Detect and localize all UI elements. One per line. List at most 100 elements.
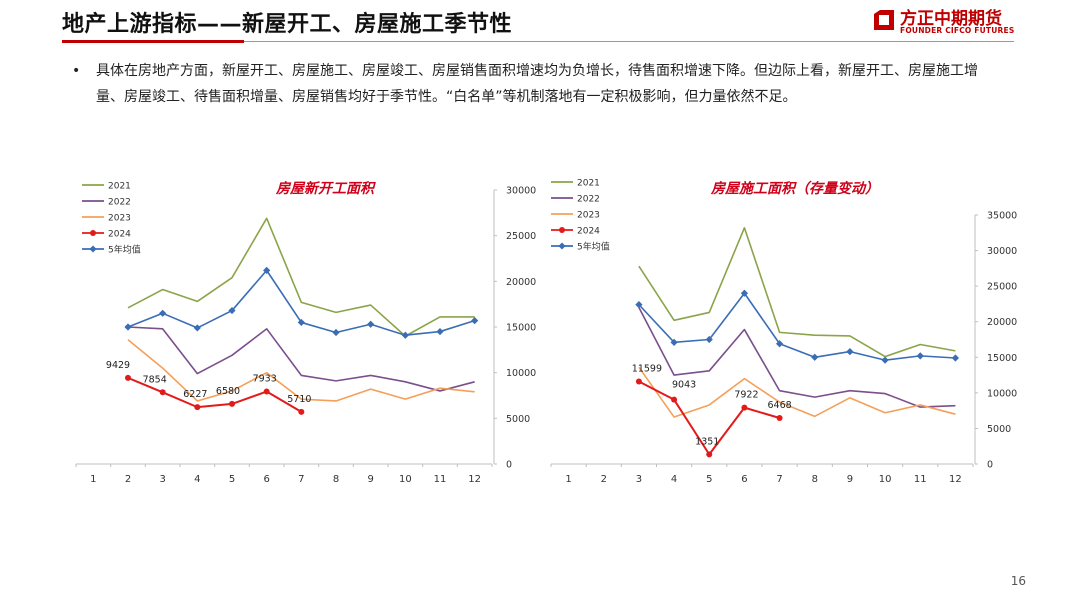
legend-label: 2021 <box>577 179 600 189</box>
x-tick-label: 9 <box>847 474 853 485</box>
logo-mark-icon <box>874 10 894 30</box>
data-label: 6227 <box>183 389 207 400</box>
series-point-avg <box>881 356 889 364</box>
y-tick-label: 25000 <box>506 231 536 242</box>
series-line-5年均值 <box>638 292 956 361</box>
series-point-avg <box>124 323 132 331</box>
data-label: 7922 <box>734 390 758 401</box>
series-point-2024 <box>229 400 235 407</box>
series-line-2024 <box>127 376 302 413</box>
data-label: 9043 <box>672 380 696 391</box>
y-tick-label: 10000 <box>506 368 536 379</box>
series-point-avg <box>228 306 236 315</box>
x-tick-label: 12 <box>949 474 962 485</box>
series-line-2021 <box>638 227 956 358</box>
y-tick-label: 20000 <box>506 277 536 288</box>
legend-label: 2023 <box>577 211 600 221</box>
y-tick-label: 35000 <box>987 211 1017 222</box>
x-tick-label: 1 <box>565 474 571 485</box>
company-logo: 方正中期期货 FOUNDER CIFCO FUTURES <box>872 4 1022 40</box>
y-tick-label: 15000 <box>506 323 536 334</box>
legend-marker-2024 <box>559 227 565 233</box>
legend-marker-2024 <box>90 230 96 236</box>
series-point-avg <box>705 335 713 344</box>
data-label: 9429 <box>106 360 130 371</box>
data-label: 5710 <box>287 394 311 405</box>
y-tick-label: 15000 <box>987 353 1017 364</box>
series-point-avg <box>811 353 819 361</box>
data-label: 11599 <box>632 363 662 374</box>
series-point-avg <box>159 309 167 317</box>
x-tick-label: 11 <box>914 474 927 485</box>
series-point-avg <box>471 317 479 325</box>
body-paragraph: 具体在房地产方面，新屋开工、房屋施工、房屋竣工、房屋销售面积增速均为负增长，待售… <box>96 63 978 105</box>
legend-label: 2024 <box>577 227 600 237</box>
slide-title: 地产上游指标——新屋开工、房屋施工季节性 <box>62 12 513 37</box>
y-tick-label: 30000 <box>987 246 1017 257</box>
series-point-2024 <box>776 414 783 421</box>
series-point-avg <box>916 352 924 360</box>
bullet-marker: • <box>72 63 81 79</box>
data-label: 7854 <box>143 374 167 385</box>
series-point-2024 <box>263 388 270 395</box>
chart-title: 房屋新开工面积 <box>275 180 376 197</box>
series-point-2024 <box>125 374 131 381</box>
legend-marker-avg <box>558 242 566 250</box>
series-point-avg <box>740 289 749 297</box>
x-tick-label: 9 <box>367 474 373 485</box>
x-tick-label: 6 <box>741 474 747 485</box>
y-tick-label: 0 <box>987 460 993 471</box>
x-tick-label: 2 <box>601 474 607 485</box>
data-label: 6468 <box>767 400 791 411</box>
x-tick-label: 7 <box>298 474 304 485</box>
y-tick-label: 10000 <box>987 388 1017 399</box>
chart-construction-stock: 房屋施工面积（存量变动）1 2 3 4 5 6 7 8 9 10 11 120500010000150… <box>550 179 1017 485</box>
x-tick-label: 10 <box>879 474 892 485</box>
legend-label: 2022 <box>108 198 131 208</box>
y-tick-label: 25000 <box>987 282 1017 293</box>
legend-label: 5年均值 <box>577 241 610 253</box>
series-point-2024 <box>159 389 166 396</box>
legend-label: 2023 <box>108 214 131 224</box>
series-point-2024 <box>298 408 305 415</box>
y-tick-label: 30000 <box>506 186 536 197</box>
x-tick-label: 5 <box>706 474 712 485</box>
legend-label: 5年均值 <box>108 244 141 256</box>
data-label: 6580 <box>216 386 240 397</box>
legend-marker-avg <box>89 245 97 253</box>
series-point-avg <box>332 328 340 337</box>
y-tick-label: 5000 <box>987 424 1011 435</box>
series-point-avg <box>401 331 409 339</box>
x-tick-label: 10 <box>399 474 412 485</box>
x-tick-label: 4 <box>671 474 677 485</box>
x-tick-label: 2 <box>125 474 131 485</box>
x-tick-label: 4 <box>194 474 200 485</box>
title-rule-gray <box>244 41 1014 42</box>
series-point-avg <box>846 347 854 356</box>
logo-text-cn: 方正中期期货 <box>900 9 1002 29</box>
series-line-2023 <box>127 339 475 402</box>
series-point-avg <box>193 324 201 332</box>
y-tick-label: 0 <box>506 460 512 471</box>
series-point-avg <box>367 320 375 328</box>
series-line-2022 <box>638 307 956 408</box>
data-label: 1351 <box>695 436 719 447</box>
series-line-2023 <box>638 366 956 418</box>
legend-label: 2022 <box>577 195 600 205</box>
series-point-avg <box>951 354 960 362</box>
legend-label: 2021 <box>108 182 131 192</box>
title-rule-red <box>62 40 244 43</box>
series-point-2024 <box>706 451 713 458</box>
series-point-2024 <box>635 378 642 385</box>
series-point-2024 <box>671 396 678 403</box>
series-point-avg <box>436 327 444 336</box>
chart-title: 房屋施工面积（存量变动） <box>710 180 879 197</box>
x-tick-label: 6 <box>263 474 269 485</box>
series-point-2024 <box>194 404 201 411</box>
page-number: 16 <box>1010 574 1026 588</box>
data-label: 7933 <box>253 374 277 385</box>
x-tick-label: 7 <box>776 474 782 485</box>
x-tick-label: 1 <box>90 474 96 485</box>
series-point-2024 <box>741 404 748 411</box>
